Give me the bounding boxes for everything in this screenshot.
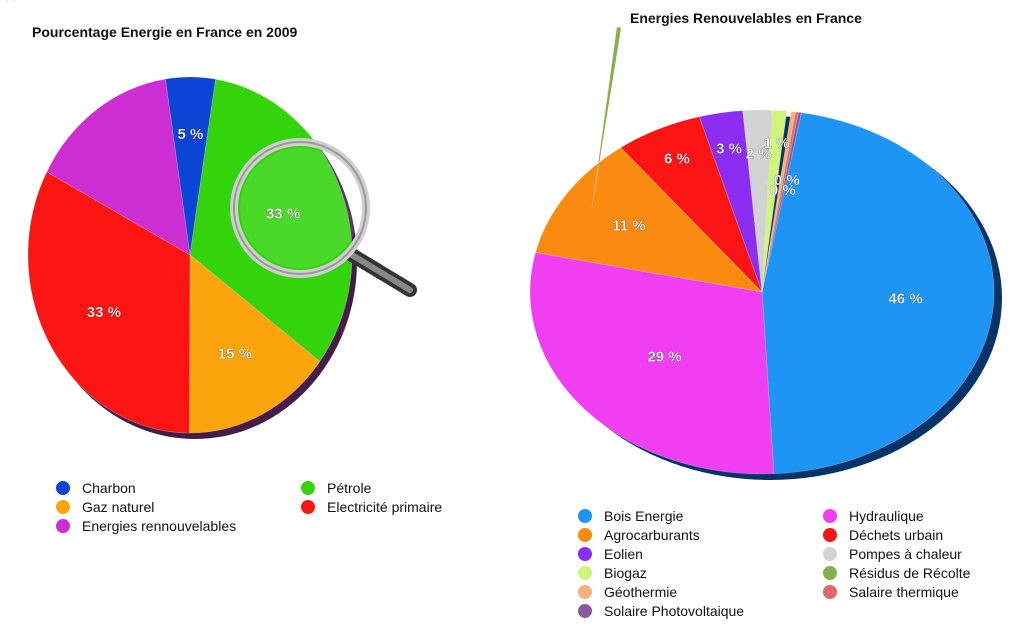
legend-item-gaz-naturel: Gaz naturel [56,499,154,515]
chart-1-title: Pourcentage Energie en France en 2009 [32,24,298,40]
legend-swatch [578,585,592,599]
legend-label: Pétrole [327,480,372,496]
pie-2-slice-biogaz [761,109,788,293]
legend-item-hydraulique: Hydraulique [823,508,924,524]
legend-swatch [578,509,592,523]
legend-item-salaire-thermique: Salaire thermique [823,584,959,600]
legend-label: Electricité primaire [327,499,443,515]
pie-2-slice-hydraulique [529,252,775,475]
pie-2-slice-geothermie [761,111,796,293]
pie-1-label-gaz-naturel: 15 % [218,346,252,363]
legend-item-energies-rennouvelables: Energies rennouvelables [56,518,236,534]
legend-item-charbon: Charbon [56,480,136,496]
pie-chart-1: 15 % 5 % 33 % 15 % 33 % [0,0,357,439]
legend-label: Hydraulique [849,508,924,524]
legend-label: Pompes à chaleur [849,546,962,562]
pie-1-slice-energies-rennouvelables [46,78,191,256]
legend-item-eolien: Eolien [578,546,643,562]
legend-item-pompes-a-chaleur: Pompes à chaleur [823,546,962,562]
chart-2-title: Energies Renouvelables en France [630,10,862,26]
pie-1-label-electricite-primaire: 33 % [87,304,121,321]
legend-swatch [823,585,837,599]
pie-1-label-energies-rennouvelables: 15 % [0,0,17,4]
legend-label: Gaz naturel [82,499,155,515]
pie-1-label-petrole: 33 % [266,206,300,223]
legend-label: Solaire Photovoltaique [604,603,745,619]
legend-item-residus-de-recolte: Résidus de Récolte [823,565,970,581]
legend-swatch [56,500,70,514]
legend-item-bois-energie: Bois Energie [578,508,683,524]
legend-swatch [823,566,837,580]
pie-2-slice-residus-de-recolte [591,26,622,209]
pie-chart-2: 46 % 29 % 11 % 6 % 3 % 2 %1 % 0 %0 % [529,26,1002,480]
legend-label: Géothermie [604,584,678,600]
legend-item-petrole: Pétrole [301,480,371,496]
legend-swatch [578,604,592,618]
legend-item-biogaz: Biogaz [578,565,647,581]
legend-label: Agrocarburants [604,527,700,543]
legend-swatch [578,547,592,561]
pie-2-slice-dechets-urbain [620,116,763,293]
pie-2-slice-eolien [698,110,763,293]
pie-2-slice-agrocarburants [535,147,763,293]
legend-label: Déchets urbain [849,527,944,543]
legend-item-agrocarburants: Agrocarburants [578,527,700,543]
magnifier-icon [230,138,417,297]
legend-swatch [56,481,70,495]
pie-2-label-eolien: 3 % [716,141,742,158]
legend-label: Bois Energie [604,508,684,524]
pie-2-label-biogaz: 1 % [763,135,789,152]
pie-1-slice-electricite-primaire [27,171,191,434]
legend-swatch [301,481,315,495]
legend-label: Résidus de Récolte [849,565,971,581]
pie-1-slice-petrole [189,78,353,362]
legend-swatch [823,509,837,523]
pie-2-label-bois-energie: 46 % [888,291,922,308]
legend-swatch [823,547,837,561]
legend-item-geothermie: Géothermie [578,584,677,600]
pie-2-label-residus-de-recolte: 0 % [774,172,800,189]
pie-2-label-geothermie: 0 % [770,182,796,199]
legend-item-solaire-photovoltaique: Solaire Photovoltaique [578,603,744,619]
legend-swatch [578,528,592,542]
legend-item-electricite-primaire: Electricité primaire [301,499,442,515]
legend-swatch [301,500,315,514]
pie-1-slice-gaz-naturel [189,254,321,434]
pie-2-slice-pompes-a-chaleur [742,109,773,293]
pie-2-label-agrocarburants: 11 % [612,217,645,234]
legend-swatch [578,566,592,580]
pie-2-label-hydraulique: 29 % [647,349,681,366]
pie-1-slice-charbon [165,76,216,256]
pie-2-label-pompes-a-chaleur: 2 % [746,146,772,163]
pie-2-slice-solaire-photovoltaique [761,111,802,293]
legend-swatch [56,519,70,533]
pie-2-slice-salaire-thermique [761,111,799,293]
legend-label: Eolien [604,546,643,562]
pie-2-slice-bois-energie [761,112,995,475]
legend-item-dechets-urbain: Déchets urbain [823,527,943,543]
legend-label: Energies rennouvelables [82,518,237,534]
legend-label: Charbon [82,480,136,496]
pie-1-label-charbon: 5 % [177,126,203,143]
legend-swatch [823,528,837,542]
pie-2-label-dechets-urbain: 6 % [664,151,690,168]
legend-label: Salaire thermique [849,584,959,600]
legend-label: Biogaz [604,565,647,581]
